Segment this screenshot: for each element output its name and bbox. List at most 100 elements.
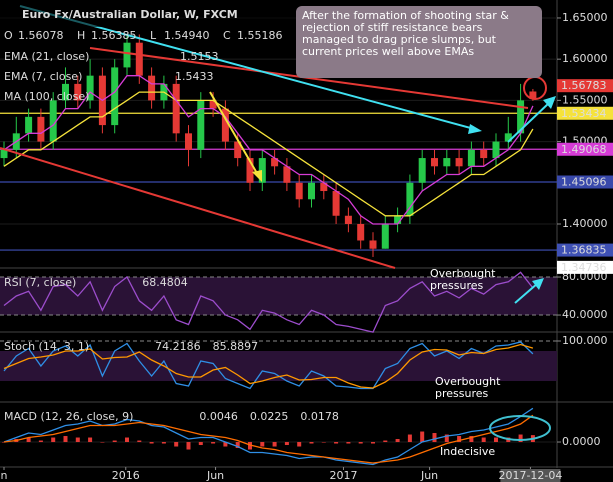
histogram-bar	[493, 437, 498, 443]
candle-body	[123, 42, 131, 68]
annotation: Overbought pressures	[430, 267, 496, 292]
histogram-bar	[75, 437, 80, 443]
histogram-bar	[112, 440, 117, 443]
candle-body	[135, 42, 143, 76]
x-tick-label: Jun	[206, 469, 224, 482]
candle-body	[430, 158, 438, 167]
candle-body	[25, 116, 33, 134]
x-tick-box	[500, 469, 561, 482]
ohlc-letter: H	[77, 29, 85, 42]
arrow-head	[543, 96, 556, 109]
price-label-box	[557, 260, 613, 274]
histogram-bar	[272, 442, 277, 447]
price-label: 1.45096	[561, 175, 607, 188]
histogram-bar	[161, 442, 166, 444]
candle-body	[221, 108, 229, 142]
candle-body	[467, 149, 475, 167]
arrow	[507, 101, 551, 143]
indicator-line	[3, 271, 534, 333]
highlight-ellipse	[489, 415, 551, 441]
histogram-bar	[124, 437, 129, 443]
arrow-head	[532, 278, 544, 290]
candle-body	[246, 158, 254, 183]
x-tick-label: Jun	[420, 469, 438, 482]
histogram-bar	[235, 442, 240, 449]
price-label-box	[557, 243, 613, 257]
histogram-bar	[26, 437, 31, 443]
ema-line	[3, 75, 534, 225]
arrow	[514, 282, 539, 304]
ohlc-value: 1.56078	[18, 29, 64, 42]
histogram-bar	[444, 434, 449, 443]
price-label-box	[557, 106, 613, 120]
indicator-value: 1.5433	[175, 70, 214, 83]
histogram-bar	[432, 433, 437, 443]
y-tick-label: 1.40000	[562, 217, 608, 230]
candle-body	[49, 100, 57, 142]
histogram-bar	[321, 442, 326, 443]
histogram-bar	[469, 436, 474, 443]
candle-body	[418, 158, 426, 183]
histogram-bar	[420, 431, 425, 443]
candle-body	[209, 100, 217, 109]
candle-body	[517, 100, 525, 134]
histogram-bar	[63, 436, 68, 443]
histogram-bar	[38, 440, 43, 443]
y-tick-label: 1.60000	[562, 52, 608, 65]
histogram-bar	[51, 437, 56, 443]
price-label-box	[557, 79, 613, 93]
histogram-bar	[186, 442, 191, 450]
candle-body	[111, 67, 119, 126]
indicator-value: 74.2186	[155, 340, 201, 353]
candle-body	[283, 166, 291, 183]
candle-body	[480, 149, 488, 159]
candle-body	[258, 158, 266, 183]
arrow-head	[252, 170, 262, 182]
candle-body	[443, 158, 451, 167]
candle-body	[37, 116, 45, 142]
y-tick-label: 1.55000	[562, 93, 608, 106]
price-label: 1.34736	[561, 261, 607, 274]
ohlc-value: 1.56385	[91, 29, 137, 42]
overlay-layer: 1.56783 1.53434 1.49068 1.45096 1.36835 1.347…	[0, 3, 613, 423]
trend-line	[89, 47, 529, 109]
y-tick-label: 0.0000	[562, 435, 601, 448]
histogram-bar	[1, 442, 6, 443]
candle-body	[271, 158, 279, 167]
candle-body	[369, 240, 377, 249]
histogram-bar	[383, 440, 388, 443]
x-tick-label: 2016	[112, 469, 140, 482]
ohlc-letter: L	[150, 29, 157, 42]
candle-body	[295, 182, 303, 200]
candle-body	[234, 141, 242, 159]
indicator-value: 85.8897	[213, 340, 259, 353]
candle-body	[74, 83, 82, 101]
histogram-bar	[370, 442, 375, 444]
ohlc-value: 1.55186	[237, 29, 283, 42]
annotation: Overbought pressures	[435, 375, 501, 400]
indicator-line	[3, 407, 534, 466]
histogram-bar	[309, 442, 314, 444]
price-label: 1.49068	[561, 143, 607, 156]
histogram-bar	[100, 442, 105, 443]
candle-body	[0, 149, 8, 159]
histogram-bar	[346, 442, 351, 444]
header-bg	[0, 3, 296, 27]
band	[0, 277, 557, 316]
x-tick-label: 2017	[329, 469, 357, 482]
candle-body	[148, 75, 156, 101]
histogram-bar	[260, 442, 265, 447]
indicator-value: 0.0178	[300, 410, 339, 423]
histogram-bar	[198, 442, 203, 446]
indicator-name: EMA (21, close)	[4, 50, 89, 63]
arrow-head	[468, 124, 482, 134]
x-tick-label: n	[1, 469, 8, 482]
indicator-value: 1.5153	[180, 50, 219, 63]
histogram-bar	[174, 442, 179, 447]
indicator-name: MA (100, close)	[4, 90, 89, 103]
indicator-value: 0.0046	[199, 410, 238, 423]
y-tick-label: 40.0000	[562, 308, 608, 321]
candle-body	[184, 133, 192, 150]
